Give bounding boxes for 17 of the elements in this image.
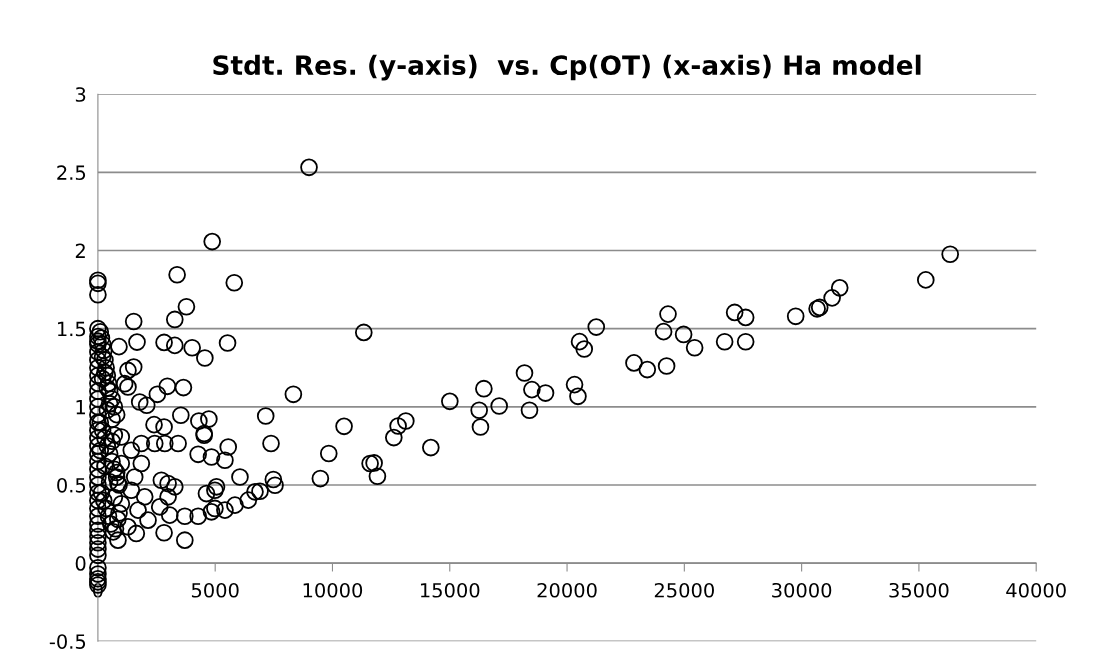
y-tick-label: -0.5 [49, 634, 86, 649]
y-tick-label: 2.5 [57, 165, 86, 181]
x-tick-label: 15000 [420, 582, 480, 598]
x-tick-label: 5000 [191, 582, 239, 598]
y-tick-label: 3 [75, 87, 86, 102]
x-tick-label: 25000 [654, 582, 714, 598]
x-tick-label: 20000 [537, 582, 597, 598]
x-tick-label: 10000 [303, 582, 363, 598]
y-tick-label: 2 [75, 243, 85, 258]
chart-title: Stdt. Res. (y-axis) vs. Cp(OT) (x-axis) Ha model [213, 54, 921, 81]
y-tick-label: 0.5 [57, 477, 86, 493]
y-tick-label: 1.5 [58, 321, 86, 337]
x-tick-label: 35000 [889, 582, 949, 598]
y-tick-label: 1 [76, 400, 85, 415]
x-tick-label: 30000 [772, 582, 832, 598]
x-tick-label: 40000 [1006, 582, 1066, 598]
y-tick-label: 0 [75, 556, 86, 571]
